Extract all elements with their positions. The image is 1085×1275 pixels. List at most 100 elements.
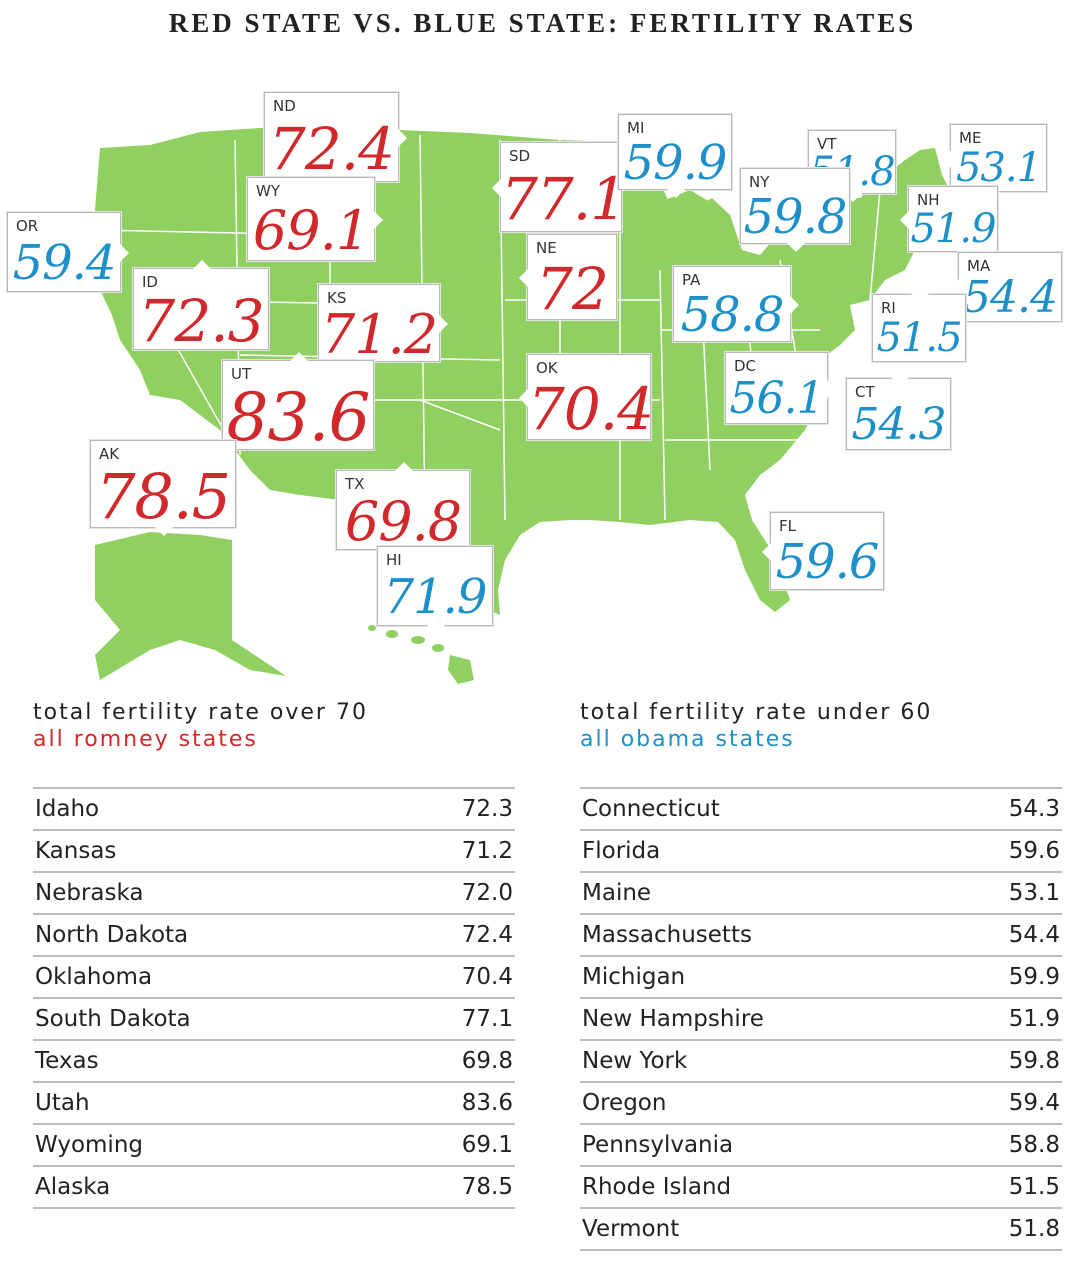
- callout-abbr: NE: [536, 239, 557, 257]
- callout-value: 59.9: [623, 135, 728, 191]
- table-row: Alaska 78.5: [33, 1165, 515, 1207]
- callout-abbr: ND: [273, 97, 296, 115]
- table-row: North Dakota 72.4: [33, 913, 515, 955]
- state-name: Michigan: [582, 964, 686, 990]
- table-row: Florida 59.6: [580, 829, 1062, 871]
- callout-value: 71.2: [320, 303, 438, 366]
- callout-abbr: OK: [536, 359, 558, 377]
- callout-abbr: DC: [734, 357, 757, 375]
- callout-abbr: UT: [231, 365, 252, 383]
- callout-abbr: AK: [99, 445, 120, 463]
- fertility-rate: 69.8: [461, 1048, 513, 1074]
- left-table-heading: total fertility rate over 70 all romney …: [33, 700, 368, 752]
- callout-abbr: WY: [256, 182, 280, 200]
- callout-value: 70.4: [528, 375, 654, 443]
- callout-pa: PA 58.8: [673, 266, 799, 343]
- table-bottom-rule: [580, 1249, 1062, 1251]
- hawaii-island: [432, 644, 444, 652]
- callout-value: 59.8: [743, 189, 848, 245]
- table-row: Massachusetts 54.4: [580, 913, 1062, 955]
- callout-abbr: CT: [855, 383, 875, 401]
- callout-pointer: [398, 129, 407, 147]
- callout-pointer: [427, 625, 445, 634]
- table-row: Maine 53.1: [580, 871, 1062, 913]
- state-name: Florida: [582, 838, 661, 864]
- callout-ny: NY 59.8: [740, 168, 850, 252]
- callout-abbr: VT: [817, 135, 837, 153]
- callout-value: 53.1: [955, 145, 1042, 191]
- left-table-subtitle: all romney states: [33, 727, 258, 752]
- callout-id: ID 72.3: [133, 260, 269, 355]
- fertility-rate: 59.9: [1008, 964, 1060, 990]
- table-row: Wyoming 69.1: [33, 1123, 515, 1165]
- callout-ma: MA 54.4: [950, 252, 1062, 323]
- callout-pointer: [374, 211, 383, 229]
- alaska-shape: [95, 532, 286, 680]
- callout-abbr: MI: [627, 119, 645, 137]
- callout-pointer: [519, 269, 528, 287]
- state-name: North Dakota: [35, 922, 189, 948]
- table-row: Connecticut 54.3: [580, 787, 1062, 829]
- right-table-subtitle: all obama states: [580, 727, 795, 752]
- fertility-rate: 59.6: [1008, 838, 1060, 864]
- hawaii-island: [411, 636, 425, 644]
- hawaii-island: [448, 655, 474, 684]
- table-row: Pennsylvania 58.8: [580, 1123, 1062, 1165]
- table-row: Oklahoma 70.4: [33, 955, 515, 997]
- callout-pointer: [439, 315, 448, 333]
- state-name: Alaska: [35, 1174, 111, 1200]
- callout-ut: UT 83.6: [222, 352, 374, 456]
- table-row: Kansas 71.2: [33, 829, 515, 871]
- fertility-rate: 51.5: [1008, 1174, 1060, 1200]
- callout-pointer: [890, 370, 909, 379]
- callout-sd: SD 77.1: [492, 142, 627, 233]
- callout-dc: DC 56.1: [725, 352, 836, 424]
- state-name: Pennsylvania: [582, 1132, 734, 1158]
- callout-abbr: MA: [967, 257, 991, 275]
- callout-value: 51.5: [876, 315, 962, 361]
- callout-pointer: [193, 260, 211, 269]
- table-row: Texas 69.8: [33, 1039, 515, 1081]
- callout-value: 69.8: [344, 490, 462, 553]
- fertility-rate: 53.1: [1008, 880, 1060, 906]
- callout-abbr: FL: [779, 517, 796, 535]
- table-row: New Hampshire 51.9: [580, 997, 1062, 1039]
- fertility-rate: 72.0: [461, 880, 513, 906]
- table-row: Rhode Island 51.5: [580, 1165, 1062, 1207]
- table-row: South Dakota 77.1: [33, 997, 515, 1039]
- callout-pointer: [519, 389, 528, 407]
- table-row: Nebraska 72.0: [33, 871, 515, 913]
- callout-nd: ND 72.4: [264, 92, 407, 183]
- callout-abbr: RI: [881, 299, 896, 317]
- callout-value: 72.4: [268, 115, 395, 183]
- callout-value: 58.8: [680, 287, 785, 343]
- right-table-title: total fertility rate under 60: [580, 700, 933, 725]
- callout-pointer: [120, 244, 129, 262]
- callout-value: 59.6: [775, 534, 880, 590]
- fertility-rate: 58.8: [1008, 1132, 1060, 1158]
- state-name: Maine: [582, 880, 652, 906]
- state-name: Nebraska: [35, 880, 144, 906]
- callout-pointer: [155, 527, 173, 536]
- callout-value: 83.6: [226, 379, 371, 456]
- callout-abbr: PA: [682, 271, 701, 289]
- callout-pointer: [492, 179, 501, 197]
- callout-abbr: HI: [386, 551, 402, 569]
- callout-value: 72: [536, 255, 609, 323]
- callout-tx: TX 69.8: [336, 462, 470, 553]
- callout-or: OR 59.4: [7, 212, 129, 292]
- callout-value: 69.1: [252, 199, 370, 262]
- callout-abbr: ID: [142, 273, 158, 291]
- callout-value: 59.4: [12, 235, 117, 291]
- callout-abbr: NY: [749, 173, 770, 191]
- callout-pointer: [911, 286, 929, 295]
- hawaii-island: [386, 630, 398, 638]
- fertility-rate: 77.1: [461, 1006, 513, 1032]
- callout-wy: WY 69.1: [247, 177, 383, 262]
- fertility-rate: 72.3: [461, 796, 513, 822]
- right-table-heading: total fertility rate under 60 all obama …: [580, 700, 932, 752]
- callout-value: 51.9: [910, 206, 996, 252]
- callout-pointer: [667, 189, 685, 198]
- callout-pointer: [395, 462, 413, 471]
- callout-pointer: [787, 243, 805, 252]
